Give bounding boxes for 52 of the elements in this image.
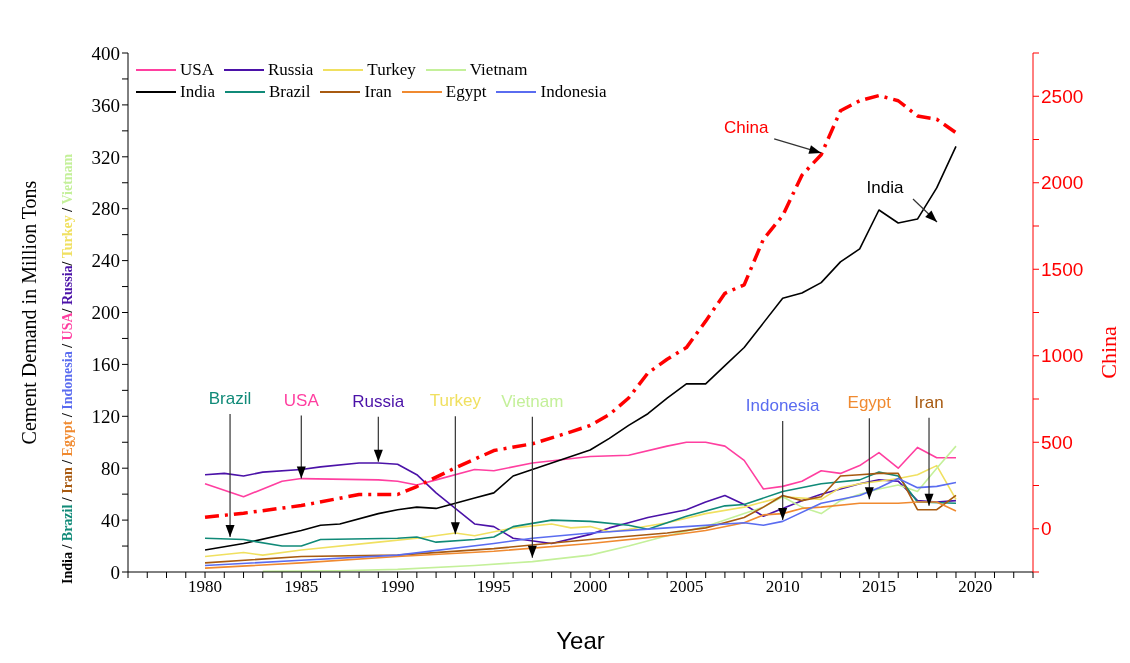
- legend-label: Brazil: [268, 81, 311, 103]
- y-tick-label: 200: [91, 302, 120, 324]
- legend-label: India: [180, 81, 215, 103]
- y2-tick-label: 500: [1041, 431, 1073, 453]
- annotation: USA: [283, 390, 320, 410]
- y-axis-title: Cement Demand in Million Tons: [18, 180, 40, 445]
- y-tick-label: 280: [91, 198, 120, 220]
- legend-label: Russia: [268, 59, 314, 81]
- annotation: China: [723, 117, 769, 137]
- annotation: Russia: [352, 391, 405, 411]
- x-axis-title: Year: [556, 627, 605, 654]
- y-tick-label: 40: [101, 509, 120, 531]
- line-series: [204, 441, 957, 498]
- x-tick-label: 1980: [188, 577, 223, 597]
- annotation: Egypt: [847, 393, 892, 413]
- x-tick-label: 2020: [958, 577, 993, 597]
- y-tick-label: 240: [91, 250, 120, 272]
- y2-tick-label: 1000: [1041, 345, 1084, 367]
- x-tick-label: 2015: [861, 577, 896, 597]
- y-tick-label: 400: [91, 42, 120, 64]
- legend-label: Indonesia: [540, 81, 607, 103]
- x-tick-label: 1985: [284, 577, 319, 597]
- annotation: Vietnam: [501, 391, 564, 411]
- y-tick-label: 0: [110, 561, 120, 583]
- legend-label: Egypt: [445, 81, 487, 103]
- x-tick-label: 2005: [669, 577, 704, 597]
- annotation: Turkey: [429, 391, 482, 411]
- legend-label: USA: [180, 59, 215, 81]
- y-tick-label: 360: [91, 94, 120, 116]
- line-series: [204, 501, 957, 569]
- annotation: Brazil: [208, 388, 252, 408]
- annotation: Indonesia: [745, 396, 821, 416]
- legend-label: Iran: [364, 81, 392, 103]
- y2-tick-label: 2000: [1041, 172, 1084, 194]
- y-tick-label: 80: [101, 457, 120, 479]
- y2-tick-label: 1500: [1041, 258, 1084, 280]
- legend-label: Turkey: [367, 59, 416, 81]
- annotation: India: [866, 178, 904, 197]
- y2-tick-label: 2500: [1041, 86, 1084, 107]
- text: India / Brazil / Iran / Egypt / Indonesia / USA/ Russia/ Turkey / Vietnam: [60, 153, 75, 584]
- x-tick-label: 2010: [765, 577, 800, 597]
- x-tick-label: 1995: [476, 577, 511, 597]
- y-tick-label: 160: [91, 354, 120, 376]
- y2-axis-title: China: [1096, 326, 1121, 379]
- annotation: Iran: [914, 392, 944, 412]
- legend-label: Vietnam: [469, 59, 528, 81]
- y-tick-label: 320: [91, 146, 120, 168]
- x-tick-label: 1990: [380, 577, 415, 597]
- x-tick-label: 2000: [573, 577, 608, 597]
- y2-tick-label: 0: [1041, 518, 1052, 540]
- y-tick-label: 120: [91, 406, 120, 428]
- line-series: [204, 145, 957, 551]
